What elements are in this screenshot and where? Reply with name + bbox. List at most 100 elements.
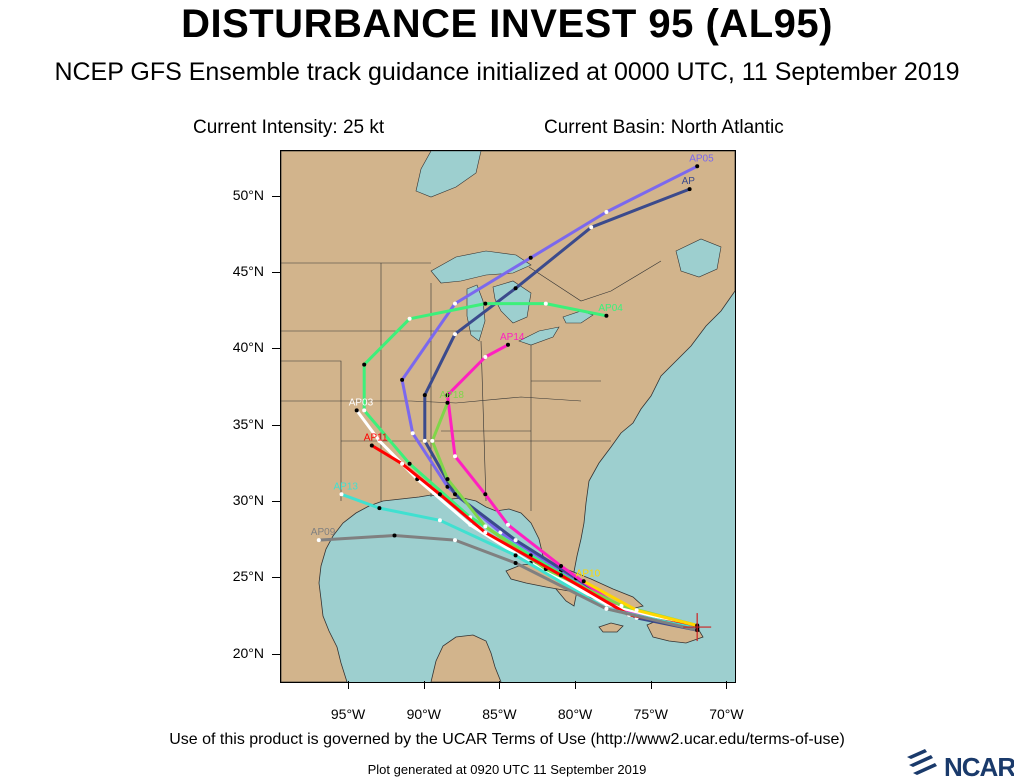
current-position-marker [683,613,712,642]
ncar-logo-text: NCAR [944,752,1014,782]
current-intensity: Current Intensity: 25 kt [193,117,385,138]
lon-label: 95°W [330,706,366,722]
current-basin: Current Basin: North Atlantic [544,117,784,138]
lat-tick [272,348,280,350]
lake-ontario [562,310,594,324]
track-point [483,530,488,535]
lon-tick [726,681,728,689]
track-point [543,301,548,306]
page-subtitle: NCEP GFS Ensemble track guidance initial… [54,58,960,86]
track-point [316,538,321,543]
lake-superior [430,250,532,284]
lat-tick [272,195,280,197]
track-point [513,561,518,565]
track-point [619,603,624,608]
track-point [445,400,450,405]
lat-label: 35°N [232,415,264,432]
track-point [422,438,427,443]
track-label: AP09 [311,527,336,538]
hudson-bay [415,151,482,198]
track-label: AP [682,176,696,187]
land-north-america [281,151,735,682]
track-point [528,255,533,260]
track-point [581,579,586,584]
track-ap09 [318,534,698,632]
track-point [513,286,518,291]
land-jamaica [598,622,624,633]
track-point [513,553,518,558]
lat-tick [272,653,280,655]
track-label: AP04 [598,303,623,314]
lon-tick [423,681,425,689]
lon-label: 90°W [406,706,441,722]
track-point [430,438,435,443]
track-label: AP03 [349,397,374,408]
track-point [362,362,367,367]
track-point [377,506,382,511]
track-point [362,408,367,413]
track-map-svg: AP05 AP AP04 AP14 AP03 AP18 AP11 AP13 AP09 AP10 [281,151,735,682]
track-label: AP18 [440,390,465,401]
lake-erie [518,326,560,346]
page-title: DISTURBANCE INVEST 95 (AL95) [181,2,833,46]
track-label: AP13 [334,481,359,492]
track-point [634,608,639,613]
track-point [354,408,359,413]
track-point [453,332,457,337]
lat-tick [272,577,280,579]
track-point [468,522,473,527]
track-point [400,461,405,466]
track-point [410,431,415,436]
track-label: AP11 [364,433,388,444]
track-point [589,225,594,230]
lat-label: 40°N [232,339,264,356]
lon-label: 75°W [633,706,668,722]
track-point [453,492,457,497]
plot-generated: Plot generated at 0920 UTC 11 September … [367,762,647,777]
track-point [445,477,450,482]
track-point [483,301,488,306]
lat-label: 20°N [232,644,264,661]
track-point [437,518,442,523]
track-point [483,492,488,497]
lat-label: 50°N [232,186,264,203]
lat-tick [272,500,280,502]
lat-label: 45°N [232,263,264,280]
track-point [483,524,488,529]
gulf-st-lawrence [675,238,722,278]
track-point [506,522,510,527]
track-point [559,564,563,568]
track-point [392,533,397,538]
lon-tick [650,681,652,689]
track-point [695,164,700,169]
track-point [407,461,412,466]
track-point [407,316,412,321]
track-label: AP10 [576,568,601,579]
track-point [453,454,457,459]
track-point [400,377,405,382]
track-point [445,393,450,398]
track-point [453,301,457,306]
lat-tick [272,424,280,426]
track-point [506,342,510,347]
track-point [559,573,563,578]
lat-tick [272,272,280,274]
land-yucatan [430,634,502,682]
lat-label: 30°N [232,491,264,508]
track-point [422,393,427,398]
track-map: AP05 AP AP04 AP14 AP03 AP18 AP11 AP13 AP09 AP10 [280,150,736,683]
ncar-logo [907,749,937,775]
track-point [604,606,609,611]
lake-michigan [466,284,486,342]
track-label: AP05 [689,153,714,164]
lat-label: 25°N [232,568,264,585]
lon-tick [348,681,350,689]
track-point [453,538,457,543]
lon-label: 70°W [709,706,744,722]
track-point [604,210,609,214]
track-point [437,492,442,497]
lake-huron [492,280,532,324]
lon-label: 80°W [557,706,593,722]
lon-label: 85°W [482,706,517,722]
track-point [513,538,518,543]
